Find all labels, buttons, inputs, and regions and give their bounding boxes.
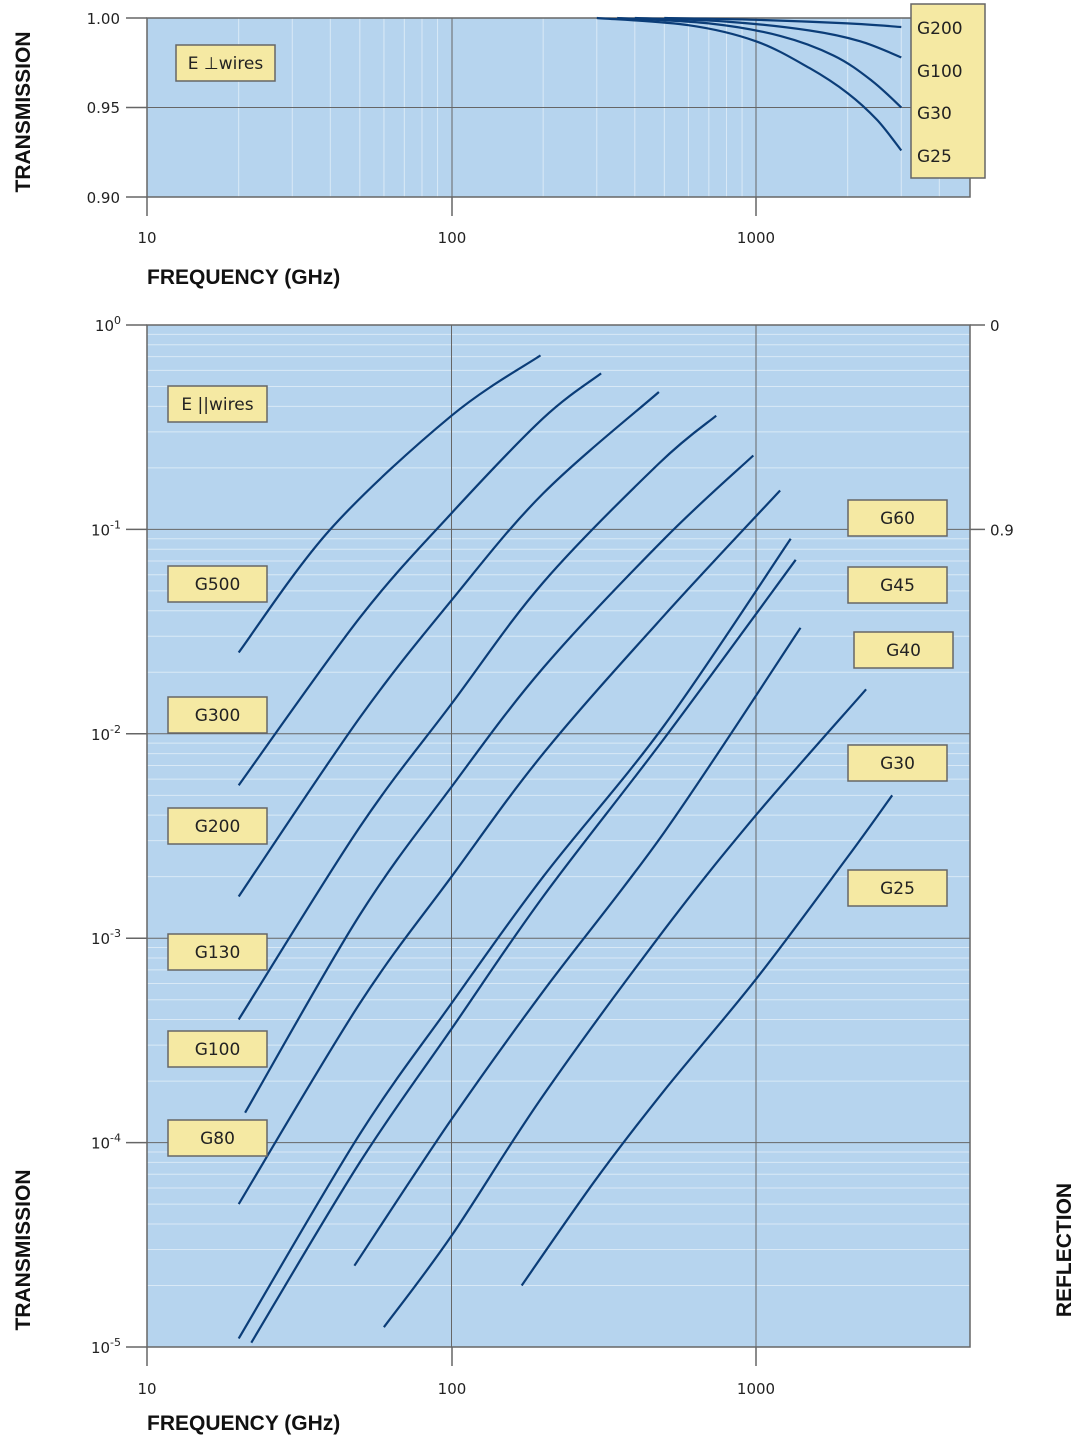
bottom-ytick: 10-1 [91, 518, 147, 539]
curve-label-text: G200 [195, 817, 241, 837]
top-legend-box [910, 3, 986, 179]
top-annotation-box: E ⊥wires [175, 44, 276, 82]
bottom-curve [237, 372, 602, 786]
bottom-ytick: 100 [95, 314, 147, 335]
bottom-x-axis-title: FREQUENCY (GHz) [147, 1412, 340, 1435]
top-legend-entry: G25 [917, 147, 952, 167]
top-curve-G100 [634, 16, 902, 59]
svg-text:10-5: 10-5 [91, 1336, 121, 1357]
ytick-exp: -2 [110, 723, 121, 736]
top-curve-G25 [596, 16, 903, 152]
top-curve-G30 [617, 16, 903, 109]
svg-text:10-3: 10-3 [91, 927, 121, 948]
svg-text:10-2: 10-2 [91, 723, 121, 744]
ytick-base: 10 [91, 521, 110, 539]
top-ytick-label: 0.95 [87, 99, 120, 117]
ytick-exp: -4 [110, 1132, 121, 1145]
ytick-base: 10 [91, 726, 110, 744]
top-chart: 1.00 0.95 0.90 10 100 1000 FREQUENCY (GH… [12, 3, 986, 289]
bottom-annotation-box: E ||wires [167, 385, 268, 423]
curve-label-text: G100 [195, 1040, 241, 1060]
ytick-base: 10 [91, 930, 110, 948]
curve-label-right: G40 [853, 631, 954, 669]
ytick-exp: -3 [110, 927, 121, 940]
top-legend: G200 G100 G30 G25 [910, 3, 986, 179]
top-ytick-label: 0.90 [87, 189, 120, 207]
bottom-annotation-label: E ||wires [181, 395, 253, 415]
bottom-curve [250, 559, 797, 1344]
top-curve-G200 [664, 16, 902, 29]
curve-label-left: G80 [167, 1119, 268, 1157]
bottom-y-axis-title: TRANSMISSION [12, 1169, 35, 1330]
curve-label-right: G45 [847, 566, 948, 604]
top-xtick-label: 10 [137, 229, 156, 247]
bottom-curve [237, 538, 792, 1340]
curve-label-left: G100 [167, 1030, 268, 1068]
curve-label-text: G45 [880, 576, 915, 596]
bottom-curve [353, 627, 802, 1267]
top-xtick-label: 100 [438, 229, 467, 247]
bottom-ytick: 10-5 [91, 1336, 147, 1357]
bottom-plot-area [147, 325, 970, 1347]
curve-label-left: G130 [167, 933, 268, 971]
curve-label-right: G30 [847, 744, 948, 782]
curve-label-text: G130 [195, 943, 241, 963]
bottom-curve [383, 688, 867, 1328]
top-x-axis-title: FREQUENCY (GHz) [147, 266, 340, 289]
ytick-base: 10 [95, 317, 114, 335]
ytick-base: 10 [91, 1135, 110, 1153]
curve-label-left: G300 [167, 696, 268, 734]
curve-label-text: G60 [880, 509, 915, 529]
svg-text:10-1: 10-1 [91, 518, 121, 539]
bottom-y-ticks: 10-5 10-4 10-3 10-2 10-1 100 [91, 314, 147, 1357]
curve-label-text: G300 [195, 706, 241, 726]
bottom-right-axis-title: REFLECTION [1053, 1183, 1076, 1317]
bottom-right-tick-label: 0 [990, 317, 1000, 335]
bottom-curve [237, 354, 542, 654]
top-y-axis-title: TRANSMISSION [12, 31, 35, 192]
bottom-curve [237, 414, 717, 1021]
bottom-ytick: 10-4 [91, 1132, 147, 1153]
bottom-curve [520, 794, 894, 1287]
curve-label-left: G200 [167, 807, 268, 845]
bottom-minor-gridlines [147, 333, 970, 1286]
bottom-xtick-label: 100 [438, 1380, 467, 1398]
top-legend-entry: G100 [917, 62, 963, 82]
bottom-curve [237, 391, 660, 898]
bottom-right-tick-label: 0.9 [990, 521, 1014, 539]
top-legend-entry: G200 [917, 19, 963, 39]
top-curves [596, 16, 903, 152]
ytick-exp: -5 [110, 1336, 121, 1349]
bottom-ytick: 10-2 [91, 723, 147, 744]
ytick-base: 10 [91, 1339, 110, 1357]
bottom-plot-frame [146, 324, 971, 1348]
bottom-curve [244, 454, 755, 1114]
curve-label-right: G60 [847, 499, 948, 537]
curve-label-text: G80 [200, 1129, 235, 1149]
svg-text:10-4: 10-4 [91, 1132, 121, 1153]
curve-label-text: G500 [195, 575, 241, 595]
curve-label-text: G40 [886, 641, 921, 661]
ytick-exp: -1 [110, 518, 121, 531]
top-xtick-label: 1000 [737, 229, 775, 247]
ytick-exp: 0 [114, 314, 121, 327]
curve-label-text: G25 [880, 879, 915, 899]
bottom-curve [237, 489, 781, 1205]
curve-label-left: G500 [167, 565, 268, 603]
svg-text:100: 100 [95, 314, 121, 335]
curve-label-right: G25 [847, 869, 948, 907]
bottom-xtick-label: 10 [137, 1380, 156, 1398]
bottom-xtick-label: 1000 [737, 1380, 775, 1398]
bottom-ytick: 10-3 [91, 927, 147, 948]
top-annotation-label: E ⊥wires [188, 54, 264, 74]
curve-label-text: G30 [880, 754, 915, 774]
top-legend-entry: G30 [917, 104, 952, 124]
top-ytick-label: 1.00 [87, 10, 120, 28]
bottom-chart: 10-5 10-4 10-3 10-2 10-1 100 [12, 314, 1076, 1435]
bottom-curves [237, 354, 894, 1344]
